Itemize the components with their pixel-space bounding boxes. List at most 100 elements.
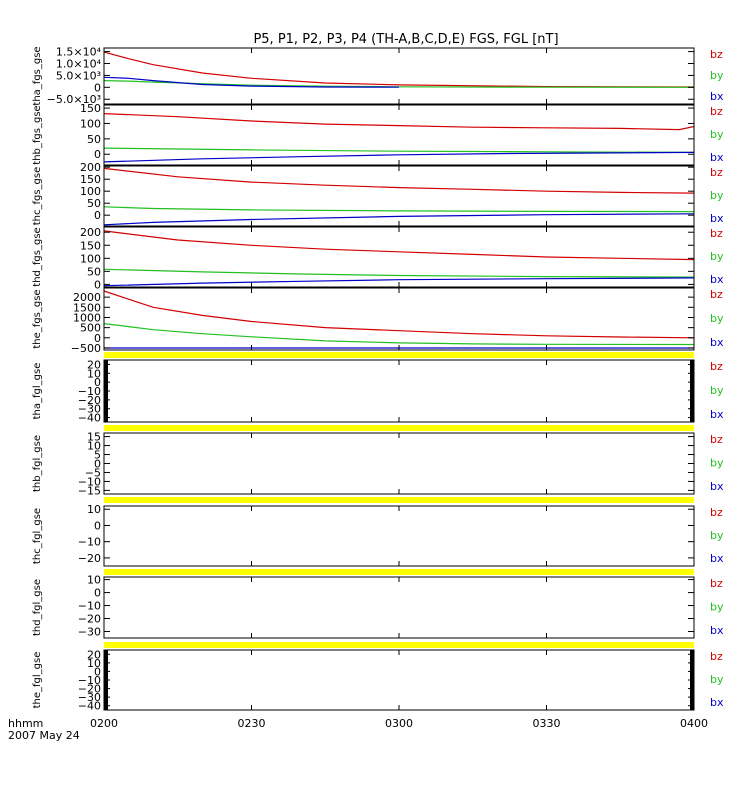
legend-label-bz: bz: [710, 227, 723, 240]
y-tick-label: −5.0×10³: [47, 93, 101, 106]
y-tick-label: 150: [80, 102, 101, 115]
series-bx-thc_fgs_gse: [103, 213, 695, 226]
legend-label-bx: bx: [710, 696, 724, 709]
legend-label-by: by: [710, 457, 724, 470]
legend-label-bx: bx: [710, 480, 724, 493]
legend-label-bx: bx: [710, 273, 724, 286]
panel-frame: [103, 576, 695, 639]
y-tick-label: −10: [78, 385, 101, 398]
y-tick-label: 5.0×10³: [56, 69, 101, 82]
legend-label-by: by: [710, 601, 724, 614]
series-bz-the_fgs_gse: [103, 290, 695, 339]
y-tick-label: −15: [78, 484, 101, 497]
y-tick-label: −500: [71, 342, 101, 355]
panel-thd_fgl_gse: 100−10−20−30 thd_fgl_gse bz by bx: [32, 574, 724, 639]
y-axis-label: thc_fgl_gse: [32, 508, 43, 564]
y-tick-label: 0: [94, 332, 101, 345]
y-tick-label: 0: [94, 587, 101, 600]
series-bz-thb_fgs_gse: [103, 113, 695, 131]
yellow-band-5: [104, 642, 694, 648]
legend-label-bz: bz: [710, 166, 723, 179]
y-tick-label: −10: [78, 475, 101, 488]
y-tick-label: 0: [94, 376, 101, 389]
y-tick-label: 10: [87, 574, 101, 587]
legend-label-bx: bx: [710, 624, 724, 637]
legend-label-by: by: [710, 69, 724, 82]
y-tick-label: 0: [94, 278, 101, 291]
y-axis-label: thb_fgl_gse: [32, 435, 43, 492]
x-axis: 0200 0230 0300 0330 0400: [90, 717, 708, 730]
y-tick-label: −30: [78, 691, 101, 704]
legend-label-bz: bz: [710, 650, 723, 663]
y-tick-label: 15: [87, 431, 101, 444]
y-axis-label: tha_fgl_gse: [32, 363, 43, 420]
y-axis-label: thd_fgs_gse: [32, 227, 43, 286]
x-axis-label-line1: hhmm: [8, 717, 43, 730]
y-tick-label: 150: [80, 173, 101, 186]
y-tick-label: 100: [80, 117, 101, 130]
y-tick-label: 20: [87, 358, 101, 371]
y-axis-label: thd_fgl_gse: [32, 579, 43, 636]
series-by-tha_fgs_gse: [103, 80, 695, 88]
series-by-thd_fgs_gse: [103, 268, 695, 278]
y-tick-label: 50: [87, 265, 101, 278]
y-tick-label: 100: [80, 185, 101, 198]
series-bz-thc_fgs_gse: [103, 167, 695, 194]
y-tick-label: 20: [87, 648, 101, 661]
series-by-thc_fgs_gse: [103, 206, 695, 213]
panel-frame: [103, 287, 695, 351]
y-tick-label: −10: [78, 536, 101, 549]
series-bx-tha_fgs_gse: [103, 76, 400, 88]
x-axis-label-line2: 2007 May 24: [8, 729, 80, 742]
y-tick-label: 1.5×10⁴: [56, 46, 102, 59]
legend-label-by: by: [710, 529, 724, 542]
y-tick-label: −5: [85, 466, 101, 479]
y-tick-label: −20: [78, 394, 101, 407]
y-tick-label: 0: [94, 81, 101, 94]
y-tick-label: 0: [94, 209, 101, 222]
y-tick-label: 0: [94, 458, 101, 471]
y-tick-label: −10: [78, 674, 101, 687]
legend-label-bx: bx: [710, 90, 724, 103]
series-bx-thb_fgs_gse: [103, 151, 695, 163]
yellow-band-4: [104, 569, 694, 575]
series-bx-thd_fgs_gse: [103, 277, 695, 287]
y-tick-label: 50: [87, 197, 101, 210]
y-tick-label: −30: [78, 626, 101, 639]
legend-label-bx: bx: [710, 151, 724, 164]
y-tick-label: 10: [87, 657, 101, 670]
legend-label-by: by: [710, 189, 724, 202]
y-tick-label: −30: [78, 403, 101, 416]
series-by-the_fgs_gse: [103, 323, 695, 346]
y-tick-label: −40: [78, 700, 101, 713]
y-tick-label: 0: [94, 665, 101, 678]
x-tick-label: 0230: [238, 717, 266, 730]
legend-label-bz: bz: [710, 48, 723, 61]
yellow-band-3: [104, 497, 694, 503]
x-tick-label: 0330: [533, 717, 561, 730]
y-tick-label: 10: [87, 367, 101, 380]
y-tick-label: 50: [87, 133, 101, 146]
y-tick-label: 10: [87, 503, 101, 516]
y-tick-label: 200: [80, 161, 101, 174]
x-tick-label: 0200: [90, 717, 118, 730]
series-bz-thd_fgs_gse: [103, 230, 695, 261]
y-axis-label: tha_fgs_gse: [32, 46, 43, 105]
y-tick-label: 2000: [73, 291, 101, 304]
legend-label-bz: bz: [710, 433, 723, 446]
panel-thc_fgl_gse: 10 0 −10 −20 thc_fgl_gse bz by bx: [32, 503, 724, 567]
legend-label-bx: bx: [710, 408, 724, 421]
y-tick-label: 500: [80, 322, 101, 335]
legend-label-bz: bz: [710, 105, 723, 118]
panel-frame: [103, 47, 695, 105]
y-axis-label: the_fgs_gse: [32, 289, 43, 348]
legend-label-bz: bz: [710, 577, 723, 590]
legend-label-bz: bz: [710, 506, 723, 519]
legend-label-bx: bx: [710, 552, 724, 565]
